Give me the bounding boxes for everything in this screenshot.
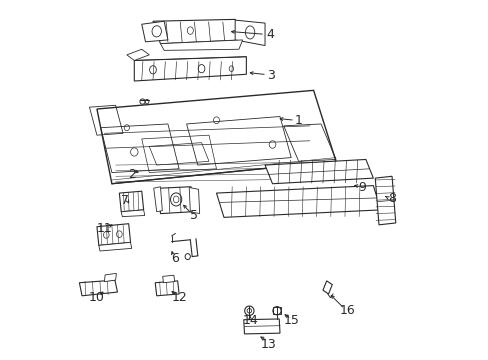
- Polygon shape: [160, 40, 242, 50]
- Text: 2: 2: [128, 168, 136, 181]
- Text: 14: 14: [242, 314, 258, 327]
- Polygon shape: [121, 210, 144, 217]
- Text: 15: 15: [283, 314, 299, 327]
- Text: 16: 16: [339, 304, 354, 317]
- Polygon shape: [159, 187, 192, 213]
- Polygon shape: [235, 20, 264, 45]
- Text: 4: 4: [266, 28, 274, 41]
- Text: 11: 11: [96, 222, 112, 235]
- Polygon shape: [104, 273, 116, 282]
- Polygon shape: [189, 188, 199, 213]
- Text: 6: 6: [171, 252, 179, 265]
- Polygon shape: [119, 191, 143, 212]
- Polygon shape: [79, 280, 117, 296]
- Polygon shape: [97, 224, 130, 246]
- Text: 3: 3: [266, 69, 274, 82]
- Polygon shape: [153, 187, 162, 212]
- Text: 8: 8: [387, 192, 395, 205]
- Text: 10: 10: [89, 291, 104, 304]
- Polygon shape: [155, 281, 179, 296]
- Polygon shape: [322, 281, 332, 294]
- Text: 7: 7: [121, 194, 129, 207]
- Text: 5: 5: [190, 209, 198, 222]
- Polygon shape: [153, 19, 242, 44]
- Polygon shape: [97, 90, 335, 184]
- Polygon shape: [243, 319, 280, 334]
- Polygon shape: [126, 49, 149, 60]
- Polygon shape: [134, 57, 246, 81]
- Polygon shape: [142, 21, 167, 42]
- Text: 13: 13: [261, 338, 276, 351]
- Polygon shape: [216, 186, 380, 217]
- Text: 9: 9: [358, 181, 366, 194]
- Polygon shape: [374, 176, 395, 225]
- Text: 12: 12: [171, 291, 186, 304]
- Text: 1: 1: [294, 114, 302, 127]
- Polygon shape: [99, 242, 131, 251]
- Polygon shape: [264, 159, 373, 184]
- Polygon shape: [163, 275, 174, 283]
